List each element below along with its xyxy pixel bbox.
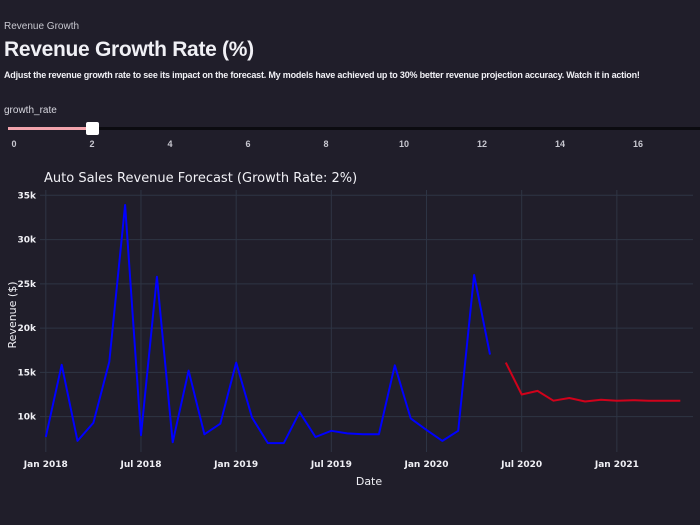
slider-tick-label: 10 [398,139,410,149]
slider-tick-label: 4 [167,139,173,149]
slider-thumb[interactable] [86,122,99,135]
slider-tick-label: 6 [245,139,251,149]
y-axis-label: Revenue ($) [6,282,19,349]
slider-tick-label: 14 [554,139,566,149]
y-tick-label: 15k [17,368,37,378]
slider-label: growth_rate [4,105,57,116]
x-tick-label: Jan 2019 [213,460,258,470]
x-tick-label: Jul 2018 [119,460,161,470]
y-tick-label: 20k [17,324,37,334]
slider-tick-label: 2 [89,139,95,149]
page-description: Adjust the revenue growth rate to see it… [4,70,640,80]
x-tick-label: Jan 2018 [23,460,68,470]
forecast-revenue-line [504,362,681,403]
y-tick-label: 35k [17,191,37,201]
page-title: Revenue Growth Rate (%) [4,38,254,61]
breadcrumb: Revenue Growth [4,21,80,32]
chart-title: Auto Sales Revenue Forecast (Growth Rate… [44,171,357,186]
x-tick-label: Jul 2020 [500,460,542,470]
y-tick-label: 30k [17,236,37,246]
revenue-chart: Jan 2018 Jul 2018 Jan 2019 Jul 2019 Jan 2020… [6,171,693,488]
slider-fill [8,127,92,130]
x-tick-label: Jul 2019 [310,460,352,470]
historical-revenue-line [44,204,491,445]
x-tick-label: Jan 2020 [404,460,449,470]
y-tick-label: 10k [17,413,37,423]
slider-tick-label: 16 [632,139,644,149]
slider-tick-label: 8 [323,139,329,149]
x-axis-label: Date [356,475,383,488]
slider-tick-label: 0 [11,139,17,149]
slider-tick-label: 12 [476,139,488,149]
slider-track[interactable] [8,127,700,130]
y-tick-label: 25k [17,280,37,290]
x-tick-label: Jan 2021 [594,460,639,470]
